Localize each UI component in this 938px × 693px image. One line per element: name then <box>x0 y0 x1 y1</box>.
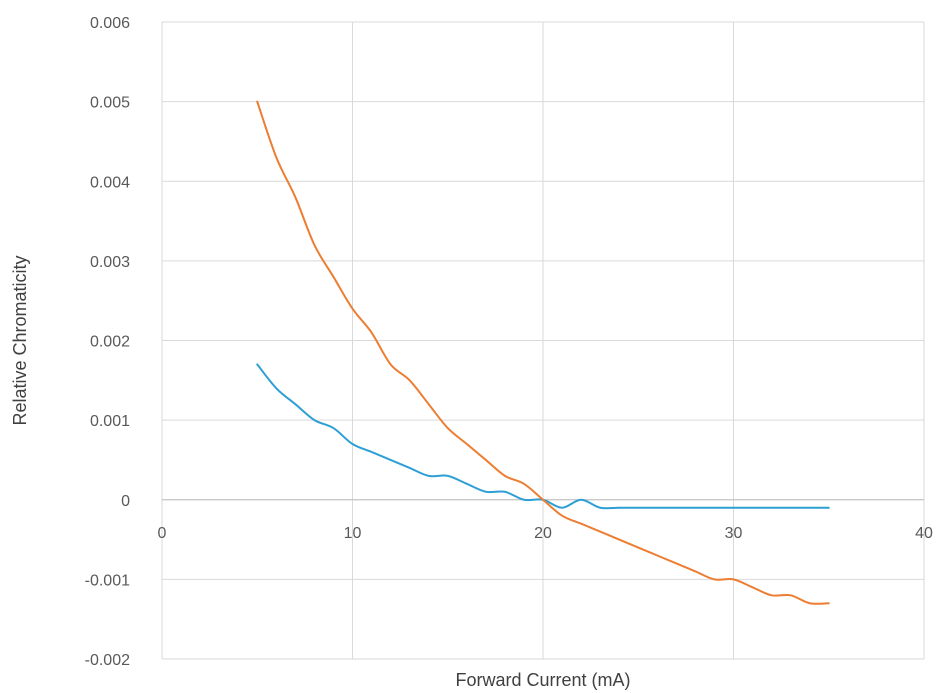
grid <box>161 21 925 660</box>
y-tick-label: 0.004 <box>90 174 130 191</box>
y-tick-label: -0.002 <box>85 652 130 669</box>
series-line-2 <box>256 100 830 605</box>
y-tick-label: -0.001 <box>85 572 130 589</box>
y-tick-label: 0.003 <box>90 254 130 271</box>
x-tick-label: 40 <box>915 525 933 542</box>
y-tick-label: 0.006 <box>90 15 130 32</box>
x-tick-label: 10 <box>344 525 362 542</box>
y-tick-label: 0.005 <box>90 95 130 112</box>
x-axis-ticks: 0 10 20 30 40 <box>158 525 933 542</box>
x-tick-label: 0 <box>158 525 167 542</box>
x-axis-title: Forward Current (mA) <box>455 670 630 690</box>
series-group <box>256 100 830 605</box>
y-tick-label: 0.001 <box>90 413 130 430</box>
x-tick-label: 30 <box>725 525 743 542</box>
y-tick-label: 0.002 <box>90 334 130 351</box>
y-tick-label: 0 <box>121 493 130 510</box>
y-axis-title: Relative Chromaticity <box>10 255 30 425</box>
x-tick-label: 20 <box>534 525 552 542</box>
y-axis-ticks: -0.002 -0.001 0 0.001 0.002 0.003 0.004 0.005 0.… <box>85 15 130 669</box>
